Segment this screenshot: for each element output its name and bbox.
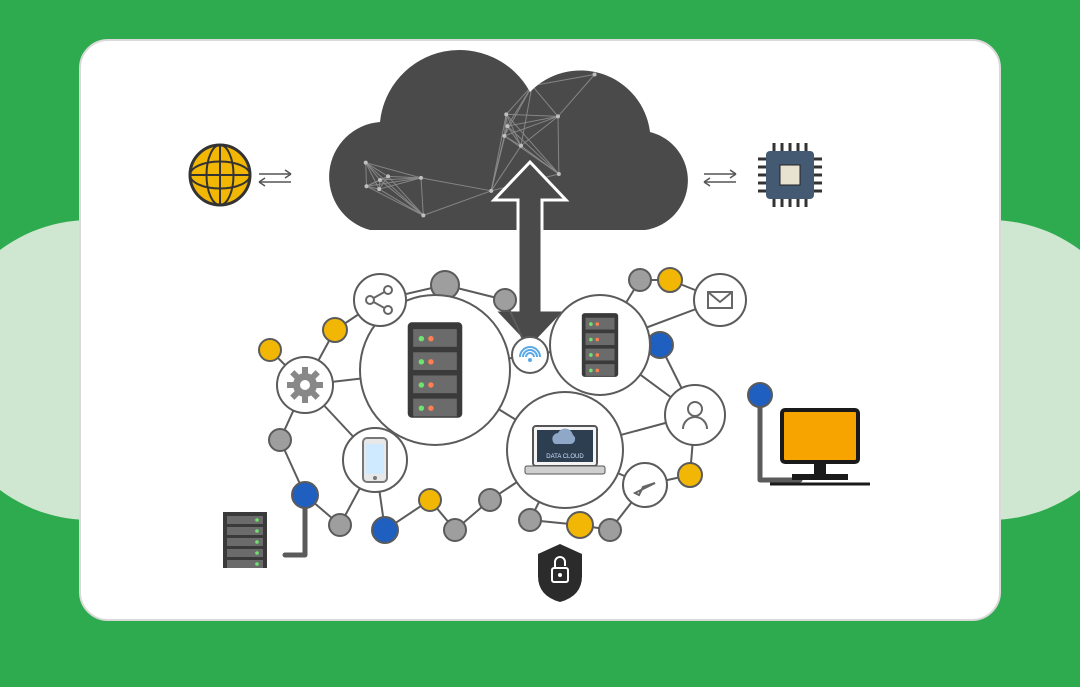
gear-icon (287, 367, 323, 403)
server-icon (582, 313, 618, 377)
network-dot (629, 269, 651, 291)
network-node (277, 357, 333, 413)
laptop-icon: DATA CLOUD (525, 426, 605, 474)
shield-icon (538, 544, 582, 602)
network-dot (599, 519, 621, 541)
network-node: DATA CLOUD (507, 392, 623, 508)
network-node (354, 274, 406, 326)
network-node (623, 463, 667, 507)
network-dot (567, 512, 593, 538)
network-dot (444, 519, 466, 541)
network-node (550, 295, 650, 395)
network-dot (658, 268, 682, 292)
mail-icon (708, 292, 732, 308)
globe-icon (190, 145, 250, 205)
network-node (665, 385, 725, 445)
network-dot (372, 517, 398, 543)
diagram-svg: DATA CLOUD (0, 0, 1080, 687)
network-dot (678, 463, 702, 487)
infographic-root: DATA CLOUD (0, 0, 1080, 687)
server-icon (408, 322, 463, 417)
network-node (694, 274, 746, 326)
phone-icon (363, 438, 387, 482)
network-dot (292, 482, 318, 508)
network-node (343, 428, 407, 492)
network-dot (494, 289, 516, 311)
network-dot (519, 509, 541, 531)
network-dot (269, 429, 291, 451)
server-small-icon (223, 512, 267, 568)
network-dot (259, 339, 281, 361)
network-dot (323, 318, 347, 342)
network-dot (419, 489, 441, 511)
laptop-label: DATA CLOUD (546, 454, 584, 460)
network-node (512, 337, 548, 373)
chip-icon (758, 143, 822, 207)
network-dot (329, 514, 351, 536)
network-dot (479, 489, 501, 511)
